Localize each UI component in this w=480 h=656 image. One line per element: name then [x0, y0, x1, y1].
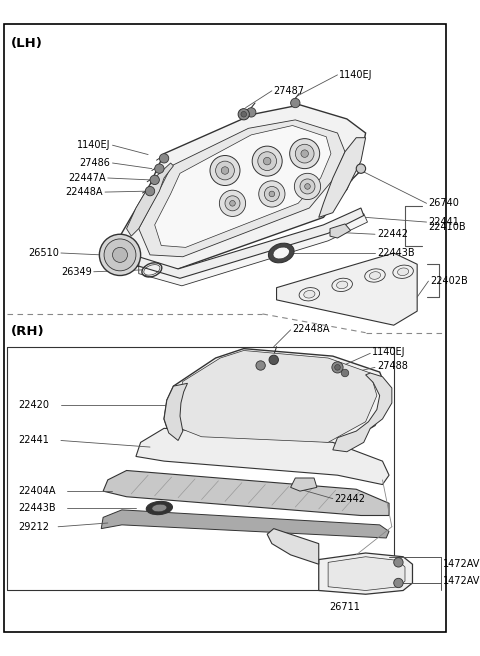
Circle shape — [159, 154, 169, 163]
Text: 22404A: 22404A — [19, 486, 56, 496]
Text: 22442: 22442 — [377, 229, 408, 239]
Text: 27486: 27486 — [80, 158, 110, 168]
Text: (LH): (LH) — [11, 37, 43, 51]
Text: 22443B: 22443B — [377, 248, 415, 258]
Circle shape — [229, 201, 235, 206]
Circle shape — [300, 179, 315, 194]
Polygon shape — [319, 553, 412, 594]
Circle shape — [104, 239, 136, 271]
Circle shape — [301, 150, 309, 157]
Circle shape — [145, 186, 155, 196]
Circle shape — [341, 369, 349, 377]
Polygon shape — [330, 224, 350, 238]
Circle shape — [99, 234, 141, 276]
Polygon shape — [290, 478, 317, 491]
Polygon shape — [276, 253, 417, 325]
Circle shape — [332, 361, 343, 373]
Text: 29212: 29212 — [19, 522, 50, 532]
Ellipse shape — [146, 501, 172, 514]
Text: 22410B: 22410B — [429, 222, 466, 232]
Text: 27488: 27488 — [377, 361, 408, 371]
Polygon shape — [136, 428, 389, 485]
Text: 1140EJ: 1140EJ — [77, 140, 110, 150]
Circle shape — [269, 191, 275, 197]
Polygon shape — [103, 470, 389, 516]
Circle shape — [305, 184, 310, 189]
Text: 1140EJ: 1140EJ — [372, 348, 406, 358]
Polygon shape — [120, 105, 366, 269]
Ellipse shape — [152, 504, 167, 512]
Circle shape — [356, 164, 366, 173]
Polygon shape — [139, 208, 364, 278]
Circle shape — [221, 167, 229, 174]
Text: 22443B: 22443B — [19, 503, 56, 513]
Ellipse shape — [370, 272, 381, 279]
Text: 1140EJ: 1140EJ — [339, 70, 373, 80]
Circle shape — [210, 155, 240, 186]
Text: 27487: 27487 — [274, 86, 305, 96]
Circle shape — [294, 173, 321, 199]
Ellipse shape — [304, 291, 315, 298]
Circle shape — [252, 146, 282, 176]
Text: (RH): (RH) — [11, 325, 45, 338]
Text: 22448A: 22448A — [66, 187, 103, 197]
Polygon shape — [267, 529, 319, 564]
Text: 26740: 26740 — [429, 198, 459, 209]
Circle shape — [225, 196, 240, 211]
Text: 22447A: 22447A — [68, 173, 106, 183]
Polygon shape — [333, 373, 392, 452]
Text: 22402B: 22402B — [430, 276, 468, 286]
Ellipse shape — [273, 247, 289, 259]
Circle shape — [241, 112, 247, 117]
Circle shape — [295, 144, 314, 163]
Circle shape — [259, 181, 285, 207]
Circle shape — [264, 157, 271, 165]
Circle shape — [290, 98, 300, 108]
Circle shape — [289, 138, 320, 169]
Circle shape — [112, 247, 128, 262]
Polygon shape — [139, 214, 368, 286]
Text: 22420: 22420 — [19, 400, 50, 410]
Polygon shape — [164, 348, 389, 450]
Polygon shape — [155, 125, 331, 247]
Circle shape — [216, 161, 234, 180]
Polygon shape — [328, 557, 405, 590]
Text: 22441: 22441 — [19, 436, 49, 445]
Polygon shape — [319, 138, 366, 217]
Circle shape — [394, 558, 403, 567]
Polygon shape — [176, 350, 377, 442]
Circle shape — [269, 355, 278, 365]
Text: 22448A: 22448A — [292, 324, 330, 334]
Circle shape — [394, 579, 403, 588]
Polygon shape — [127, 163, 173, 236]
Circle shape — [150, 175, 159, 184]
Circle shape — [219, 190, 246, 216]
Polygon shape — [139, 120, 345, 256]
Ellipse shape — [336, 281, 348, 289]
Circle shape — [335, 365, 340, 370]
Circle shape — [256, 361, 265, 370]
Polygon shape — [164, 383, 188, 440]
Circle shape — [247, 108, 256, 117]
Circle shape — [155, 164, 164, 173]
Circle shape — [258, 152, 276, 171]
Text: 1472AV: 1472AV — [443, 560, 480, 569]
Circle shape — [238, 109, 250, 120]
Polygon shape — [101, 510, 389, 538]
Text: 1472AV: 1472AV — [443, 576, 480, 586]
Text: 26349: 26349 — [61, 267, 92, 277]
Circle shape — [264, 186, 279, 201]
Ellipse shape — [397, 268, 408, 276]
Ellipse shape — [268, 243, 294, 263]
Text: 22442: 22442 — [335, 493, 366, 504]
Text: 26711: 26711 — [330, 602, 360, 612]
Text: 22441: 22441 — [429, 217, 459, 227]
Text: 26510: 26510 — [28, 248, 59, 258]
